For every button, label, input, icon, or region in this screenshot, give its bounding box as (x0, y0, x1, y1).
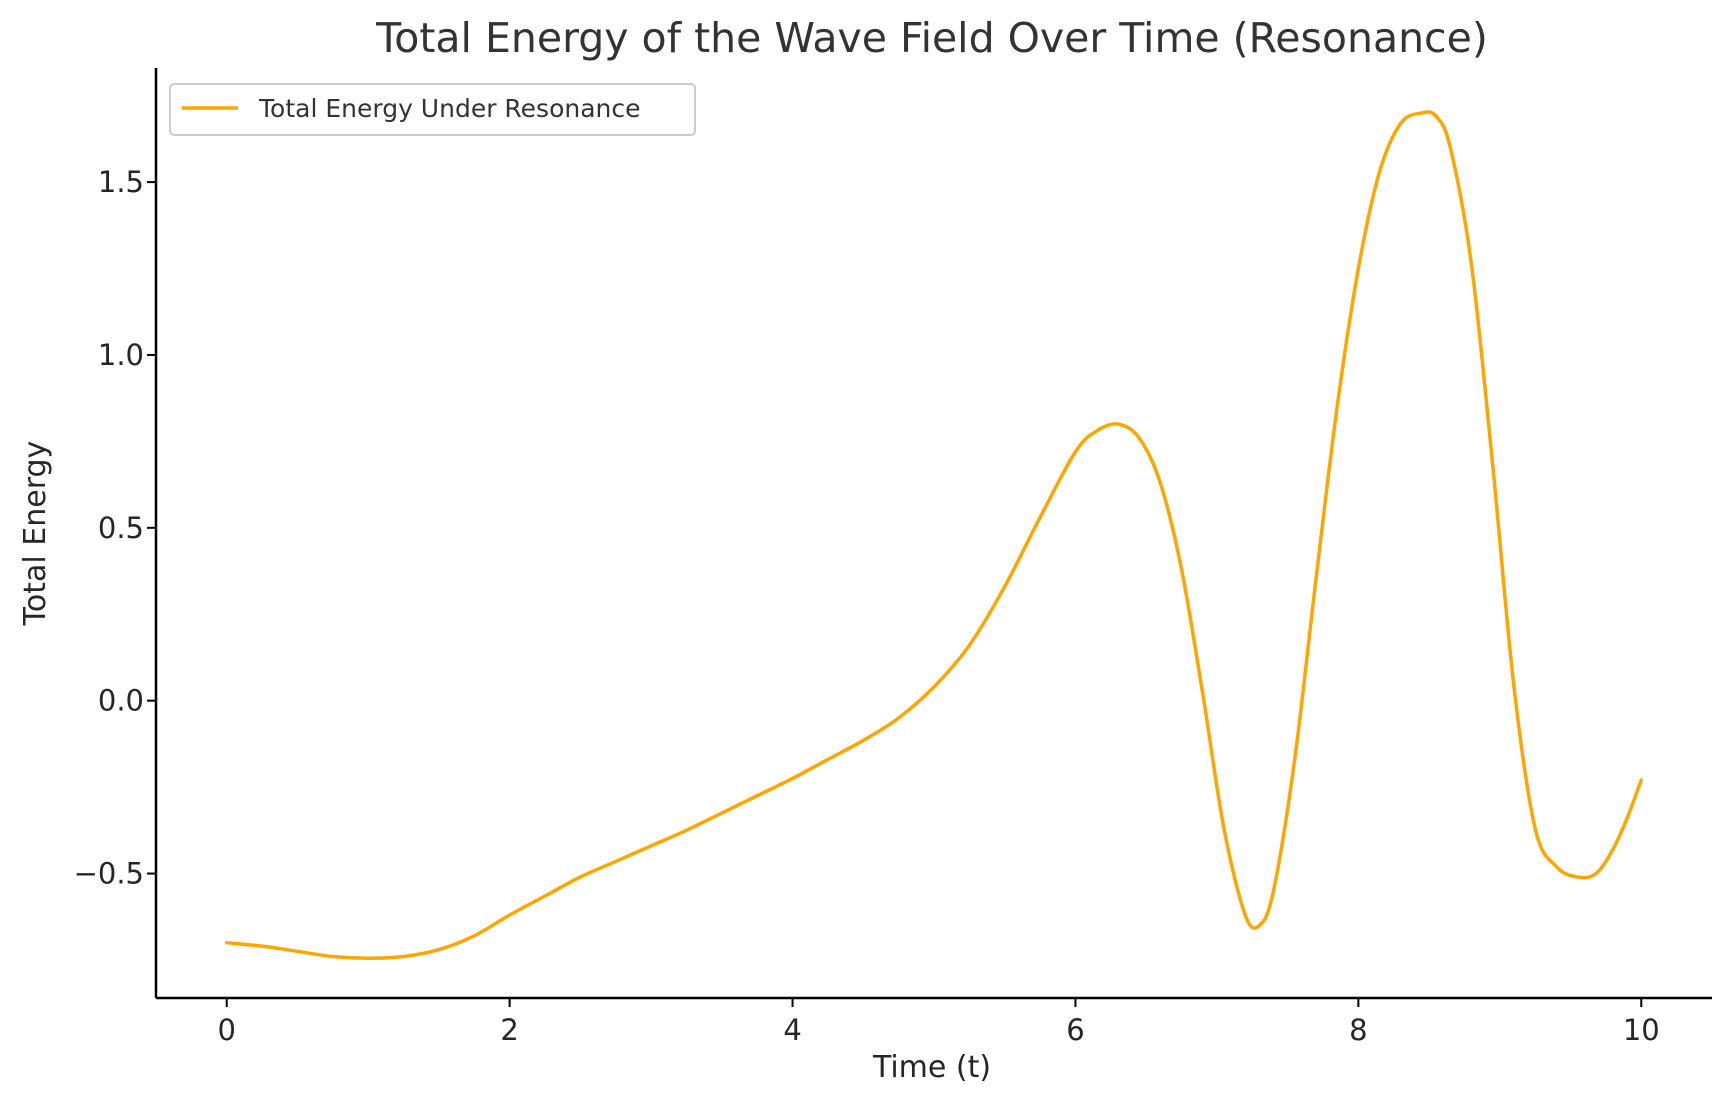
x-tick-label: 0 (218, 1013, 236, 1047)
x-axis-ticks: 0 2 4 6 8 10 (218, 998, 1660, 1047)
x-tick-label: 8 (1349, 1013, 1367, 1047)
x-tick-label: 4 (783, 1013, 801, 1047)
x-tick-label: 10 (1623, 1013, 1660, 1047)
y-tick-label: 0.0 (98, 684, 144, 718)
x-axis-label: Time (t) (872, 1050, 991, 1085)
y-axis-ticks: −0.5 0.0 0.5 1.0 1.5 (74, 165, 156, 891)
legend-label: Total Energy Under Resonance (258, 94, 641, 123)
series-line-total-energy (224, 110, 1644, 960)
y-tick-label: 1.0 (98, 338, 144, 372)
chart-title: Total Energy of the Wave Field Over Time… (375, 14, 1488, 62)
legend: Total Energy Under Resonance (169, 83, 696, 136)
y-tick-label: 0.5 (98, 511, 144, 545)
x-tick-label: 2 (500, 1013, 518, 1047)
legend-box (169, 83, 696, 136)
y-tick-label: 1.5 (98, 165, 144, 199)
x-tick-label: 6 (1066, 1013, 1084, 1047)
y-axis-label: Total Energy (18, 441, 53, 627)
y-tick-label: −0.5 (74, 857, 144, 891)
